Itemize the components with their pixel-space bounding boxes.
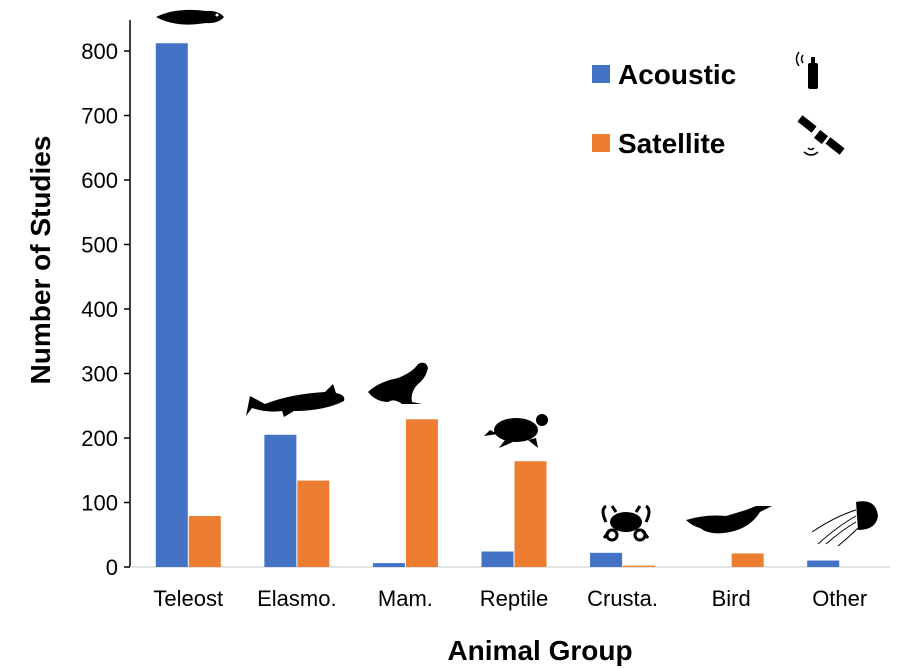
y-tick-label: 600 — [81, 168, 118, 193]
shark-silhouette-icon — [246, 384, 345, 417]
legend-label-satellite: Satellite — [618, 128, 725, 159]
y-tick-label: 100 — [81, 491, 118, 516]
acoustic-tag-icon — [795, 51, 818, 89]
fish-silhouette-icon — [152, 9, 224, 25]
bar-acoustic-2 — [372, 563, 405, 567]
x-tick-label: Teleost — [153, 586, 223, 611]
bar-satellite-2 — [405, 419, 438, 567]
bar-acoustic-1 — [264, 434, 297, 567]
satellite-icon — [797, 115, 845, 156]
legend: Acoustic Satellite — [592, 51, 845, 159]
y-axis-title: Number of Studies — [25, 136, 56, 385]
y-tick-label: 800 — [81, 39, 118, 64]
crab-silhouette-icon — [601, 504, 651, 542]
bar-satellite-0 — [188, 516, 221, 567]
x-tick-label: Elasmo. — [257, 586, 336, 611]
y-tick-label: 0 — [106, 555, 118, 580]
y-tick-label: 700 — [81, 104, 118, 129]
legend-swatch-acoustic — [592, 65, 610, 83]
penguin-silhouette-icon — [686, 506, 772, 534]
x-tick-labels: Teleost Elasmo. Mam. Reptile Crusta. Bird Othe… — [153, 586, 867, 611]
bar-satellite-3 — [514, 461, 547, 567]
y-tick-label: 300 — [81, 362, 118, 387]
x-tick-label: Bird — [712, 586, 751, 611]
x-tick-label: Mam. — [378, 586, 433, 611]
turtle-silhouette-icon — [484, 414, 548, 448]
legend-label-acoustic: Acoustic — [618, 59, 736, 90]
y-tick-label: 500 — [81, 233, 118, 258]
x-tick-label: Other — [812, 586, 867, 611]
legend-swatch-satellite — [592, 134, 610, 152]
y-tick-label: 200 — [81, 426, 118, 451]
x-tick-label: Crusta. — [587, 586, 658, 611]
seal-silhouette-icon — [368, 362, 428, 404]
bar-acoustic-0 — [155, 43, 188, 567]
bar-satellite-5 — [731, 553, 764, 567]
bar-satellite-1 — [297, 480, 330, 567]
y-tick-label: 400 — [81, 297, 118, 322]
x-tick-label: Reptile — [480, 586, 548, 611]
jellyfish-silhouette-icon — [811, 501, 878, 547]
bars — [155, 43, 840, 567]
bar-acoustic-4 — [590, 552, 623, 567]
y-ticks: 0 100 200 300 400 500 600 700 800 — [81, 39, 130, 580]
bar-satellite-4 — [623, 565, 656, 567]
bar-acoustic-6 — [807, 560, 840, 567]
bar-acoustic-3 — [481, 551, 514, 567]
x-axis-title: Animal Group — [447, 635, 632, 666]
